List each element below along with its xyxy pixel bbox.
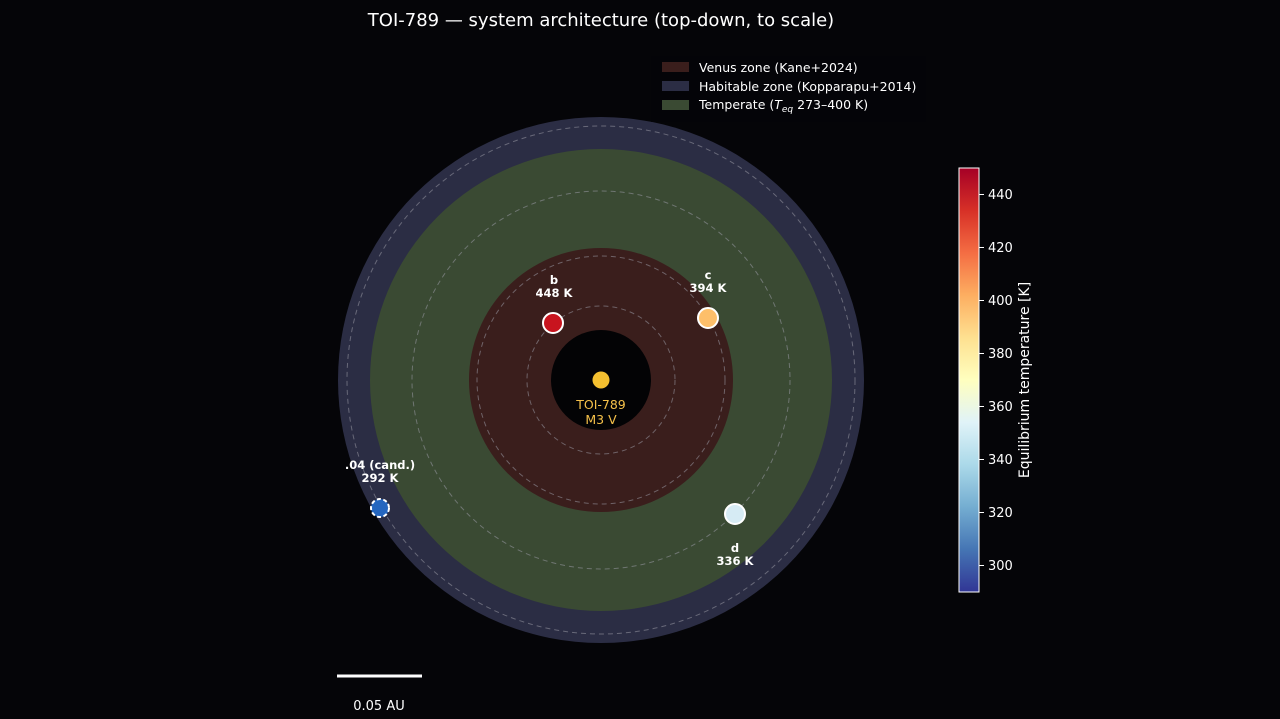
colorbar-tick-label: 340 bbox=[988, 453, 1013, 468]
planet-b-temp: 448 K bbox=[536, 286, 574, 300]
orbit-paths bbox=[346, 125, 856, 635]
planet-d-temp: 336 K bbox=[717, 554, 755, 568]
legend-entry-habitable: Habitable zone (Kopparapu+2014) bbox=[699, 79, 916, 94]
legend-swatch-temperate bbox=[662, 100, 689, 110]
scale-bar-label: 0.05 AU bbox=[353, 699, 405, 714]
planet-c: c 394 K bbox=[690, 268, 728, 329]
planet-d-name: d bbox=[731, 541, 739, 555]
planet-b-name: b bbox=[550, 273, 558, 287]
orbit-c bbox=[476, 255, 726, 505]
colorbar-label: Equilibrium temperature [K] bbox=[1017, 282, 1033, 478]
legend-swatch-habitable bbox=[662, 81, 689, 91]
star-type-label: M3 V bbox=[585, 412, 617, 427]
colorbar-tick-label: 380 bbox=[988, 347, 1013, 362]
colorbar-tick-label: 420 bbox=[988, 241, 1013, 256]
orbit-d bbox=[411, 190, 791, 570]
colorbar-tick-label: 360 bbox=[988, 400, 1013, 415]
legend-swatch-venus bbox=[662, 62, 689, 72]
colorbar-tick-label: 400 bbox=[988, 294, 1013, 309]
scale-bar: 0.05 AU bbox=[337, 674, 422, 714]
planet-candidate-marker bbox=[370, 498, 390, 518]
colorbar-tick-label: 300 bbox=[988, 559, 1013, 574]
planet-b-marker bbox=[542, 312, 564, 334]
colorbar-tick-label: 440 bbox=[988, 188, 1013, 203]
host-star-marker bbox=[592, 371, 610, 389]
planet-c-name: c bbox=[705, 268, 712, 282]
planet-candidate-name: .04 (cand.) bbox=[345, 458, 415, 472]
legend: Venus zone (Kane+2024) Habitable zone (K… bbox=[651, 56, 926, 122]
legend-entry-temperate: Temperate (Teq 273–400 K) bbox=[698, 97, 868, 115]
orbit-candidate bbox=[346, 125, 856, 635]
planet-d-marker bbox=[724, 503, 746, 525]
planet-d: d 336 K bbox=[717, 503, 755, 568]
planet-c-marker bbox=[697, 307, 719, 329]
planet-candidate-temp: 292 K bbox=[362, 471, 400, 485]
colorbar-gradient bbox=[958, 167, 980, 593]
chart-title: TOI-789 — system architecture (top-down,… bbox=[367, 10, 834, 31]
legend-box bbox=[651, 56, 926, 122]
legend-entry-venus: Venus zone (Kane+2024) bbox=[699, 60, 858, 75]
planet-c-temp: 394 K bbox=[690, 281, 728, 295]
star-name-label: TOI-789 bbox=[575, 397, 626, 412]
colorbar: 300 320 340 360 380 400 420 440 Equilibrium tem… bbox=[958, 167, 1033, 593]
planet-b: b 448 K bbox=[536, 273, 574, 334]
planet-candidate: .04 (cand.) 292 K bbox=[345, 458, 415, 518]
colorbar-ticks: 300 320 340 360 380 400 420 440 bbox=[979, 188, 1013, 574]
colorbar-tick-label: 320 bbox=[988, 506, 1013, 521]
orbit-b bbox=[526, 305, 676, 455]
